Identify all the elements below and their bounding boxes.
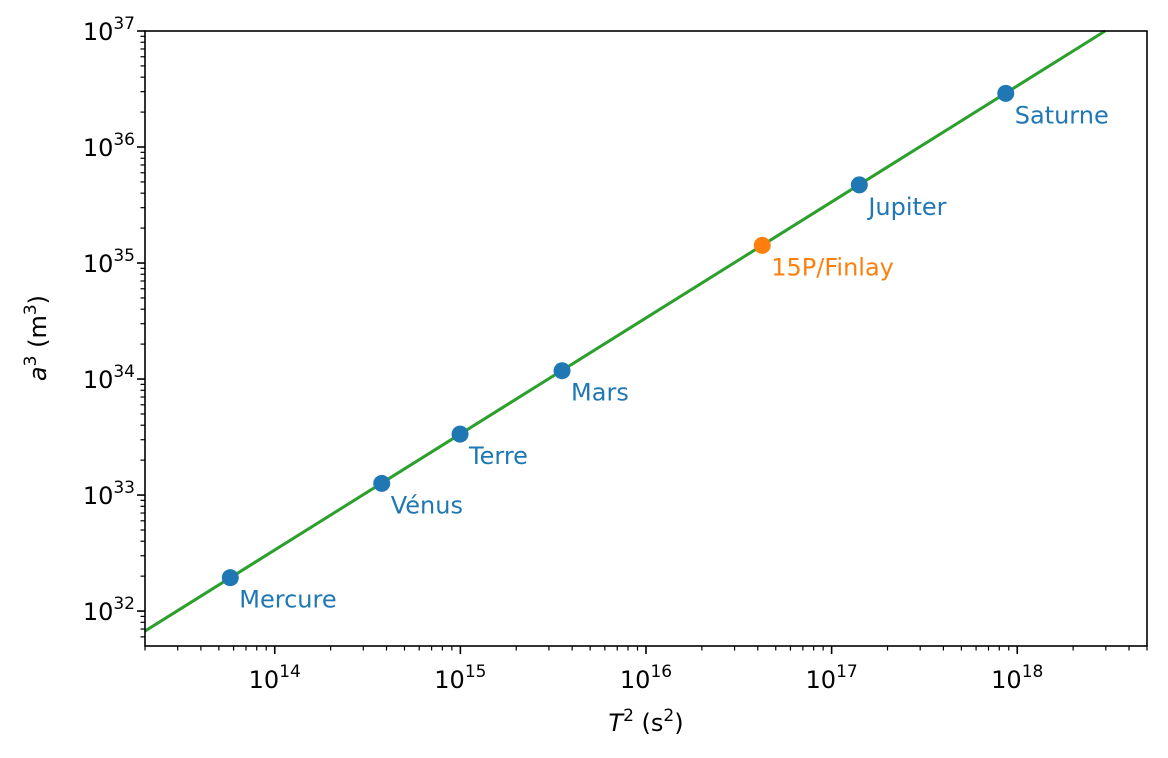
y-axis-ticks: 1032 1033 1034 1035 1036 1037	[83, 14, 145, 626]
y-tick-label: 1037	[83, 14, 135, 46]
fit-line	[144, 29, 1106, 633]
y-tick-label: 1034	[83, 362, 135, 394]
x-axis-label: T2 (s2)	[608, 706, 683, 737]
data-point	[850, 176, 868, 194]
y-tick-label: 1036	[83, 130, 135, 162]
data-point-label: Mars	[571, 379, 629, 407]
x-axis-ticks: 1014 1015 1016 1017 1018	[249, 646, 1043, 694]
x-tick-label: 1016	[620, 662, 672, 694]
data-point	[221, 569, 239, 587]
x-tick-label: 1015	[434, 662, 486, 694]
y-tick-label: 1033	[83, 478, 135, 510]
data-point-label: Terre	[468, 442, 528, 470]
data-point-label: Saturne	[1015, 101, 1109, 129]
x-tick-label: 1018	[991, 662, 1043, 694]
data-point-label: Vénus	[391, 491, 463, 519]
x-tick-label: 1014	[249, 662, 301, 694]
y-tick-label: 1035	[83, 246, 135, 278]
y-axis-label: a3 (m3)	[21, 295, 52, 381]
data-point	[451, 425, 469, 443]
data-point	[997, 84, 1015, 102]
points-layer	[221, 84, 1015, 587]
data-point-label: Jupiter	[866, 193, 946, 221]
data-point-label: Mercure	[239, 586, 336, 614]
fit-line-layer	[144, 29, 1106, 633]
y-tick-label: 1032	[83, 594, 135, 626]
data-point	[553, 362, 571, 380]
data-point	[373, 474, 391, 492]
x-tick-label: 1017	[806, 662, 858, 694]
plot-frame	[144, 30, 1148, 647]
plot-area	[145, 31, 1147, 646]
data-point	[753, 236, 771, 254]
data-point-label: 15P/Finlay	[771, 253, 894, 281]
